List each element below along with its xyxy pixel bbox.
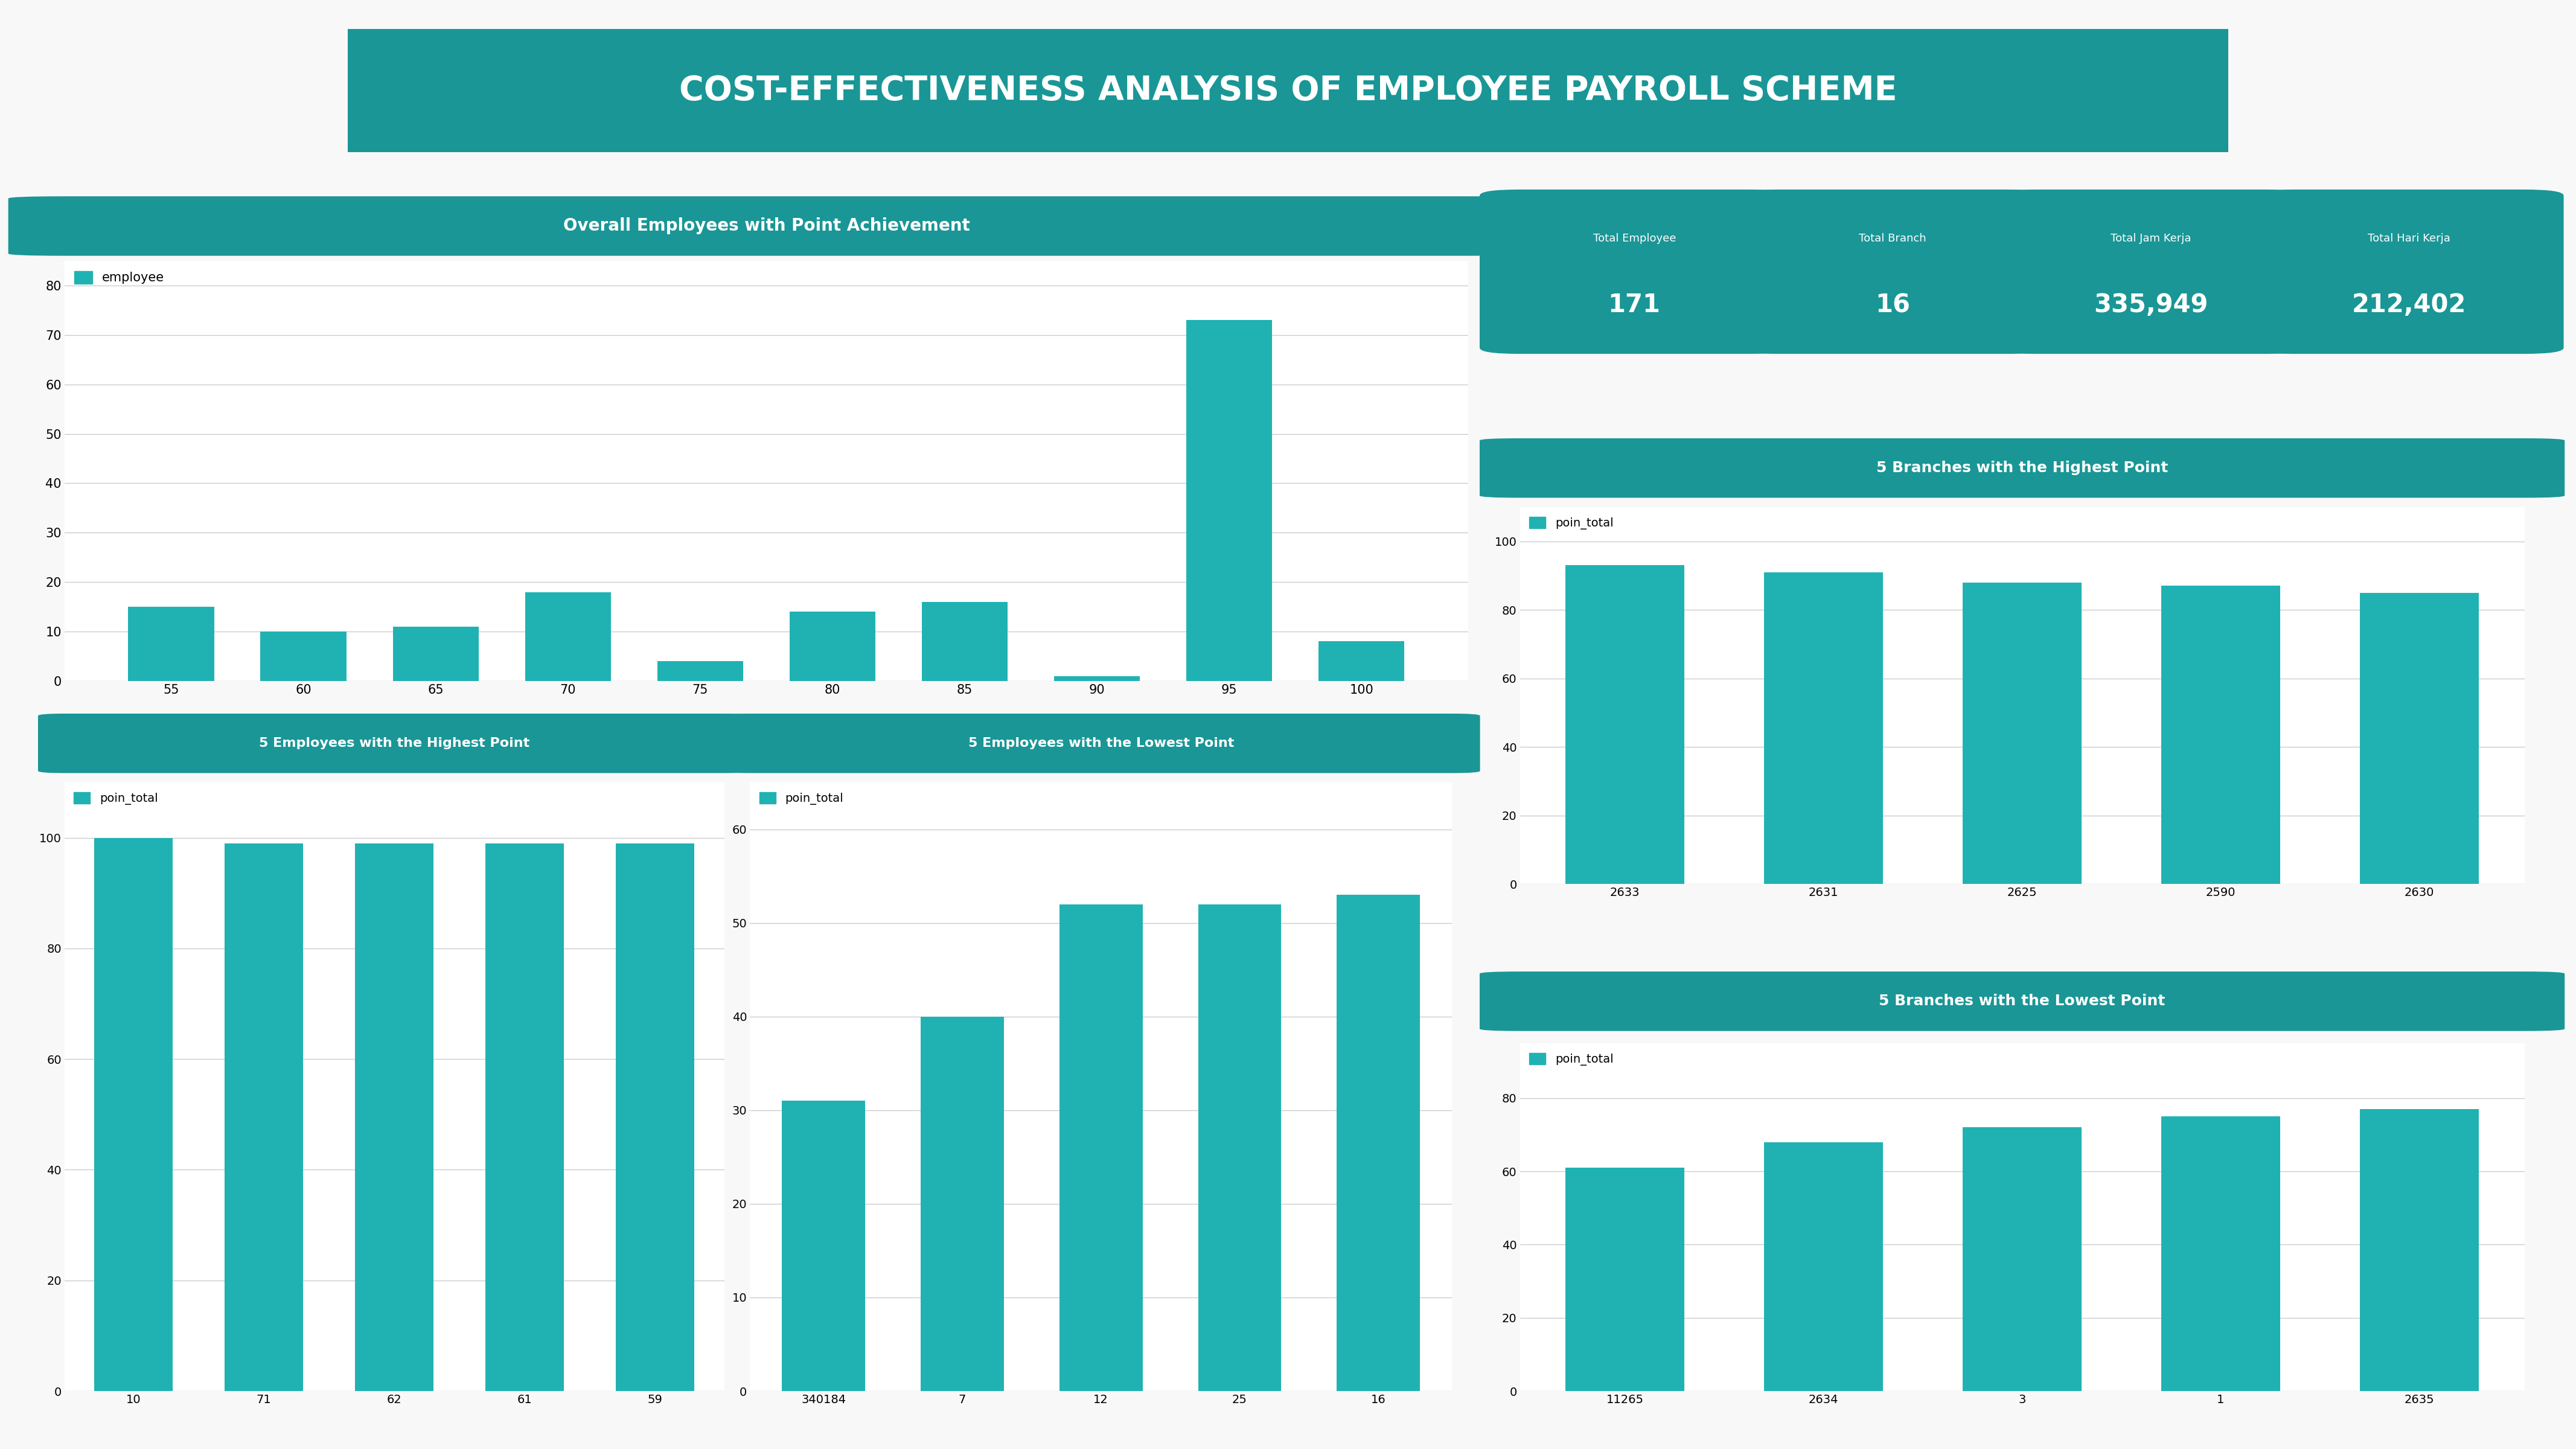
Bar: [2360, 1108, 2478, 1391]
FancyBboxPatch shape: [273, 25, 2303, 156]
Bar: [1765, 572, 1883, 884]
Text: Total Employee: Total Employee: [1592, 233, 1677, 243]
Text: 5 Branches with the Highest Point: 5 Branches with the Highest Point: [1875, 461, 2169, 475]
Bar: [783, 1101, 866, 1391]
FancyBboxPatch shape: [39, 713, 750, 774]
FancyBboxPatch shape: [2254, 190, 2563, 354]
Bar: [1198, 904, 1280, 1391]
Bar: [1566, 1168, 1685, 1391]
Text: Total Jam Kerja: Total Jam Kerja: [2110, 233, 2192, 243]
Text: 16: 16: [1875, 293, 1909, 317]
Bar: [1765, 1142, 1883, 1391]
Bar: [1319, 642, 1404, 681]
Text: Overall Employees with Point Achievement: Overall Employees with Point Achievement: [564, 217, 969, 235]
Bar: [2360, 593, 2478, 884]
Bar: [224, 843, 304, 1391]
Legend: poin_total: poin_total: [70, 788, 162, 809]
Bar: [1059, 904, 1144, 1391]
FancyBboxPatch shape: [1479, 190, 1790, 354]
FancyBboxPatch shape: [8, 196, 1525, 256]
Bar: [1054, 677, 1141, 681]
Legend: employee: employee: [70, 267, 167, 288]
Bar: [2161, 585, 2280, 884]
Bar: [920, 1017, 1005, 1391]
Bar: [1188, 320, 1273, 681]
Legend: poin_total: poin_total: [1525, 513, 1618, 533]
Bar: [1963, 1127, 2081, 1391]
Bar: [657, 661, 744, 681]
Bar: [129, 607, 214, 681]
Text: 335,949: 335,949: [2094, 293, 2208, 317]
FancyBboxPatch shape: [1479, 438, 2566, 498]
Text: Total Branch: Total Branch: [1860, 233, 1927, 243]
Text: 171: 171: [1607, 293, 1662, 317]
FancyBboxPatch shape: [1739, 190, 2048, 354]
Bar: [1566, 565, 1685, 884]
Bar: [1337, 895, 1419, 1391]
Bar: [95, 838, 173, 1391]
Text: 5 Employees with the Lowest Point: 5 Employees with the Lowest Point: [969, 738, 1234, 749]
Text: Total Hari Kerja: Total Hari Kerja: [2367, 233, 2450, 243]
FancyBboxPatch shape: [721, 713, 1481, 774]
Legend: poin_total: poin_total: [755, 788, 848, 809]
FancyBboxPatch shape: [1479, 971, 2566, 1032]
Bar: [2161, 1117, 2280, 1391]
Bar: [260, 632, 345, 681]
Bar: [616, 843, 696, 1391]
Text: 5 Branches with the Lowest Point: 5 Branches with the Lowest Point: [1878, 994, 2166, 1009]
Text: 212,402: 212,402: [2352, 293, 2465, 317]
Text: 5 Employees with the Highest Point: 5 Employees with the Highest Point: [260, 738, 531, 749]
Legend: poin_total: poin_total: [1525, 1049, 1618, 1069]
Text: COST-EFFECTIVENESS ANALYSIS OF EMPLOYEE PAYROLL SCHEME: COST-EFFECTIVENESS ANALYSIS OF EMPLOYEE …: [680, 74, 1896, 107]
Bar: [788, 611, 876, 681]
FancyBboxPatch shape: [1996, 190, 2306, 354]
Bar: [487, 843, 564, 1391]
Bar: [526, 593, 611, 681]
Bar: [392, 626, 479, 681]
Bar: [1963, 582, 2081, 884]
Bar: [922, 601, 1007, 681]
Bar: [355, 843, 433, 1391]
